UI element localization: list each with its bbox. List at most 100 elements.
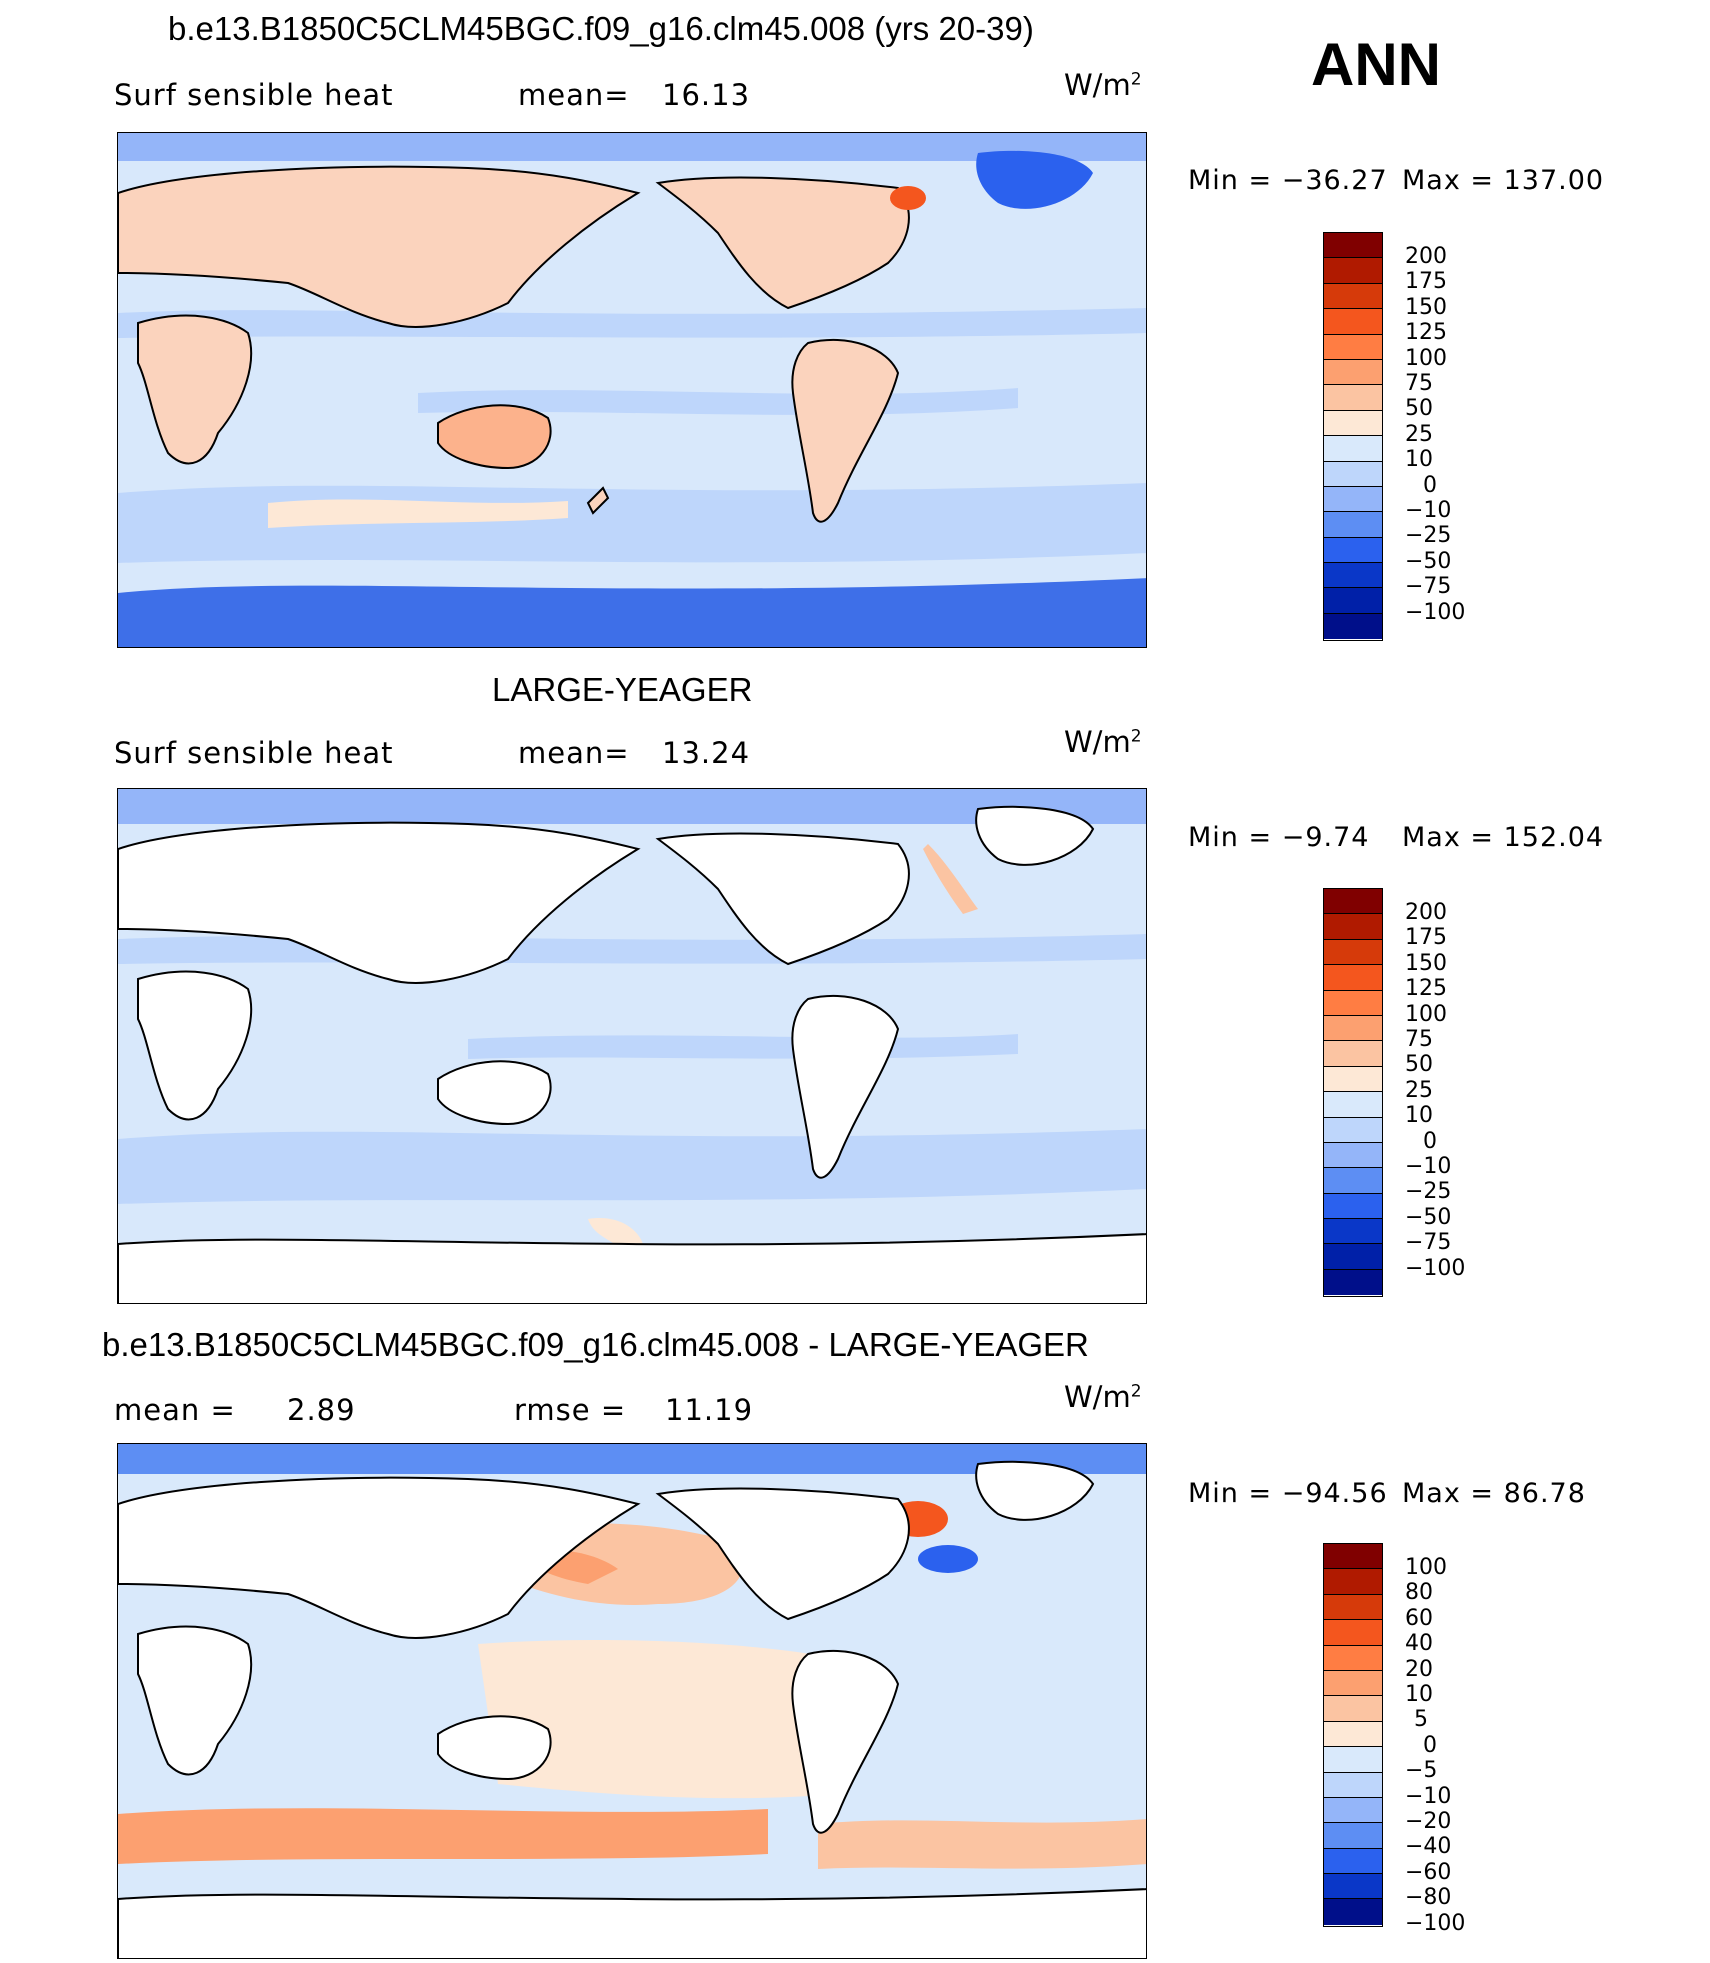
new-zealand-land [586,486,610,515]
colorbar-cell [1324,1569,1382,1595]
australia-land [437,1060,552,1126]
colorbar-label: −100 [1405,599,1466,625]
panel2-min: Min = −9.74 [1188,822,1370,853]
panel2-units: W/m2 [1064,725,1142,759]
colorbar-cell [1324,563,1382,589]
panel1-variable: Surf sensible heat [114,78,394,112]
colorbar-label: 80 [1405,1580,1433,1606]
colorbar-cell [1324,1797,1382,1824]
colorbar-cell [1324,914,1382,940]
panel3-title: b.e13.B1850C5CLM45BGC.f09_g16.clm45.008 … [102,1326,1089,1363]
africa-land [137,970,253,1121]
africa-land [137,1625,253,1776]
panel3-min: Min = −94.56 [1188,1478,1388,1509]
arctic-band [118,789,1146,824]
colorbar-cell [1324,537,1382,564]
panel3-colorbar [1323,1543,1383,1927]
colorbar-label: 50 [1405,396,1433,422]
antarctic-land [118,1888,1146,1958]
panel1-mean-value: 16.13 [662,78,751,112]
greenland-land [975,1460,1095,1521]
colorbar-cell [1324,410,1382,437]
colorbar-cell [1324,1015,1382,1042]
panel3-mean-value: 2.89 [287,1393,356,1427]
colorbar-label: −20 [1405,1809,1452,1835]
colorbar-cell [1324,613,1382,640]
south-america-land [791,994,900,1179]
greenland-region [976,150,1093,209]
colorbar-cell [1324,1168,1382,1194]
panel2-variable: Surf sensible heat [114,736,394,770]
panel1-colorbar-labels: 200 175 150 125 100 75 50 25 10 0 −10 −2… [1405,244,1465,625]
colorbar-label: −40 [1405,1834,1452,1860]
colorbar-cell [1324,1772,1382,1798]
eurasia-land [118,1476,641,1639]
southern-warm-streak [268,499,568,528]
panel1-mean-label: mean= [518,78,630,112]
colorbar-cell [1324,233,1382,259]
colorbar-label: 175 [1405,925,1447,951]
colorbar-label: 10 [1405,1682,1433,1708]
colorbar-label: −25 [1405,523,1452,549]
colorbar-label: 20 [1405,1656,1433,1682]
colorbar-cell [1324,1747,1382,1773]
colorbar-label: 100 [1405,345,1447,371]
colorbar-label: −10 [1405,1154,1452,1180]
colorbar-label: 5 [1414,1707,1428,1733]
colorbar-label: 0 [1423,1128,1437,1154]
colorbar-label: −10 [1405,1783,1452,1809]
eurasia-land [118,165,641,328]
gulf-stream-warm [890,186,926,210]
north-america-land [655,832,910,966]
panel1-min: Min = −36.27 [1188,165,1388,196]
colorbar-cell [1324,965,1382,991]
colorbar-label: −80 [1405,1885,1452,1911]
panel3-rmse-label: rmse = [514,1393,627,1427]
colorbar-label: 40 [1405,1631,1433,1657]
colorbar-cell [1324,512,1382,538]
panel2-mean-label: mean= [518,736,630,770]
colorbar-cell [1324,385,1382,411]
colorbar-cell [1324,1620,1382,1646]
colorbar-label: −25 [1405,1179,1452,1205]
panel2-colorbar-labels: 200 175 150 125 100 75 50 25 10 0 −10 −2… [1405,900,1465,1281]
colorbar-label: 150 [1405,950,1447,976]
colorbar-cell [1324,1269,1382,1296]
southern-warm-streak [588,1218,643,1249]
south-america-land [791,1649,900,1834]
colorbar-label: −75 [1405,1230,1452,1256]
colorbar-cell [1324,1244,1382,1270]
colorbar-label: 50 [1405,1052,1433,1078]
colorbar-label: 125 [1405,320,1447,346]
colorbar-cell [1324,1899,1382,1925]
colorbar-label: 25 [1405,421,1433,447]
colorbar-cell [1324,1066,1382,1093]
panel3-map-svg [118,1444,1146,1958]
colorbar-label: 0 [1423,1732,1437,1758]
australia-land [437,1715,552,1781]
greenland-land [975,805,1095,866]
colorbar-cell [1324,889,1382,915]
colorbar-cell [1324,1696,1382,1722]
colorbar-cell [1324,334,1382,360]
colorbar-cell [1324,486,1382,513]
panel3-units: W/m2 [1064,1380,1142,1414]
colorbar-cell [1324,1142,1382,1169]
panel2-map-svg [118,789,1146,1303]
south-america-land [791,338,900,523]
colorbar-label: −100 [1405,1910,1466,1936]
colorbar-cell [1324,359,1382,386]
colorbar-label: 100 [1405,1001,1447,1027]
colorbar-cell [1324,1874,1382,1900]
southern-warm-belt-east [818,1819,1146,1869]
colorbar-label: 175 [1405,269,1447,295]
panel3-map [117,1443,1147,1959]
colorbar-cell [1324,461,1382,487]
colorbar-label: −50 [1405,548,1452,574]
colorbar-label: 100 [1405,1555,1447,1580]
colorbar-label: −60 [1405,1859,1452,1885]
panel1-map [117,132,1147,648]
colorbar-cell [1324,1219,1382,1245]
colorbar-cell [1324,1645,1382,1671]
colorbar-cell [1324,1544,1382,1570]
